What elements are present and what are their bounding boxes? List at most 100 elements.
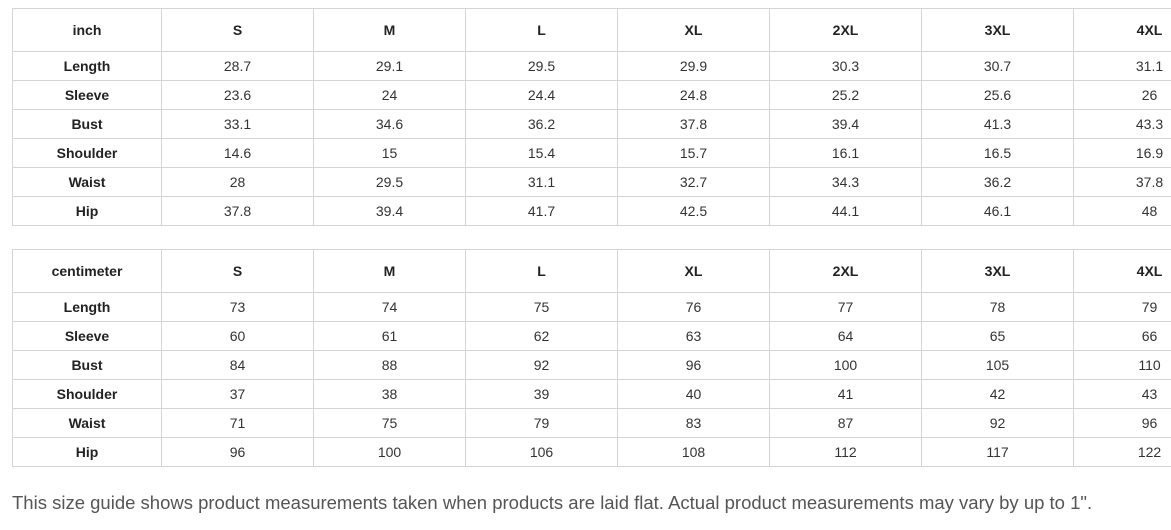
- value-cell: 14.6: [161, 138, 314, 168]
- table-row: Bust 33.1 34.6 36.2 37.8 39.4 41.3 43.3: [12, 109, 1171, 139]
- value-cell: 25.2: [769, 80, 922, 110]
- value-cell: 32.7: [617, 167, 770, 197]
- table-row: Hip 96 100 106 108 112 117 122: [12, 437, 1171, 467]
- value-cell: 112: [769, 437, 922, 467]
- size-header-cell: 3XL: [921, 249, 1074, 293]
- value-cell: 31.1: [1073, 51, 1171, 81]
- size-header-cell: 4XL: [1073, 8, 1171, 52]
- size-header-cell: L: [465, 8, 618, 52]
- size-header-cell: 3XL: [921, 8, 1074, 52]
- value-cell: 25.6: [921, 80, 1074, 110]
- value-cell: 48: [1073, 196, 1171, 226]
- value-cell: 15.7: [617, 138, 770, 168]
- value-cell: 31.1: [465, 167, 618, 197]
- value-cell: 63: [617, 321, 770, 351]
- row-label-cell: Length: [12, 51, 162, 81]
- value-cell: 37.8: [161, 196, 314, 226]
- table-row: Sleeve 60 61 62 63 64 65 66: [12, 321, 1171, 351]
- row-label-cell: Sleeve: [12, 321, 162, 351]
- table-header-row: centimeter S M L XL 2XL 3XL 4XL: [12, 249, 1171, 293]
- size-header-cell: 2XL: [769, 249, 922, 293]
- table-row: Sleeve 23.6 24 24.4 24.8 25.2 25.6 26: [12, 80, 1171, 110]
- value-cell: 28: [161, 167, 314, 197]
- size-guide-note: This size guide shows product measuremen…: [12, 492, 1093, 513]
- value-cell: 40: [617, 379, 770, 409]
- value-cell: 42.5: [617, 196, 770, 226]
- value-cell: 60: [161, 321, 314, 351]
- table-row: Shoulder 14.6 15 15.4 15.7 16.1 16.5 16.…: [12, 138, 1171, 168]
- size-header-cell: 2XL: [769, 8, 922, 52]
- value-cell: 37.8: [1073, 167, 1171, 197]
- value-cell: 73: [161, 292, 314, 322]
- value-cell: 105: [921, 350, 1074, 380]
- table-row: Waist 71 75 79 83 87 92 96: [12, 408, 1171, 438]
- table-row: Waist 28 29.5 31.1 32.7 34.3 36.2 37.8: [12, 167, 1171, 197]
- value-cell: 36.2: [465, 109, 618, 139]
- value-cell: 75: [313, 408, 466, 438]
- value-cell: 122: [1073, 437, 1171, 467]
- value-cell: 24: [313, 80, 466, 110]
- value-cell: 23.6: [161, 80, 314, 110]
- value-cell: 34.6: [313, 109, 466, 139]
- table-row: Length 28.7 29.1 29.5 29.9 30.3 30.7 31.…: [12, 51, 1171, 81]
- value-cell: 100: [769, 350, 922, 380]
- value-cell: 88: [313, 350, 466, 380]
- size-header-cell: 4XL: [1073, 249, 1171, 293]
- row-label-cell: Bust: [12, 109, 162, 139]
- table-row: Length 73 74 75 76 77 78 79: [12, 292, 1171, 322]
- value-cell: 76: [617, 292, 770, 322]
- value-cell: 29.5: [313, 167, 466, 197]
- value-cell: 79: [1073, 292, 1171, 322]
- row-label-cell: Hip: [12, 196, 162, 226]
- row-label-cell: Shoulder: [12, 138, 162, 168]
- row-label-cell: Waist: [12, 408, 162, 438]
- value-cell: 84: [161, 350, 314, 380]
- value-cell: 64: [769, 321, 922, 351]
- value-cell: 62: [465, 321, 618, 351]
- value-cell: 117: [921, 437, 1074, 467]
- size-header-cell: M: [313, 8, 466, 52]
- value-cell: 83: [617, 408, 770, 438]
- value-cell: 26: [1073, 80, 1171, 110]
- size-header-cell: XL: [617, 249, 770, 293]
- value-cell: 41.3: [921, 109, 1074, 139]
- size-header-cell: S: [161, 8, 314, 52]
- value-cell: 106: [465, 437, 618, 467]
- value-cell: 39: [465, 379, 618, 409]
- value-cell: 43.3: [1073, 109, 1171, 139]
- unit-header-cell: inch: [12, 8, 162, 52]
- value-cell: 110: [1073, 350, 1171, 380]
- value-cell: 100: [313, 437, 466, 467]
- table-row: Bust 84 88 92 96 100 105 110: [12, 350, 1171, 380]
- size-header-cell: XL: [617, 8, 770, 52]
- value-cell: 29.5: [465, 51, 618, 81]
- value-cell: 30.3: [769, 51, 922, 81]
- value-cell: 66: [1073, 321, 1171, 351]
- row-label-cell: Length: [12, 292, 162, 322]
- value-cell: 15.4: [465, 138, 618, 168]
- value-cell: 78: [921, 292, 1074, 322]
- value-cell: 41: [769, 379, 922, 409]
- value-cell: 24.8: [617, 80, 770, 110]
- row-label-cell: Hip: [12, 437, 162, 467]
- row-label-cell: Waist: [12, 167, 162, 197]
- value-cell: 33.1: [161, 109, 314, 139]
- value-cell: 96: [161, 437, 314, 467]
- value-cell: 71: [161, 408, 314, 438]
- value-cell: 108: [617, 437, 770, 467]
- value-cell: 39.4: [769, 109, 922, 139]
- value-cell: 38: [313, 379, 466, 409]
- value-cell: 16.9: [1073, 138, 1171, 168]
- row-label-cell: Sleeve: [12, 80, 162, 110]
- value-cell: 42: [921, 379, 1074, 409]
- value-cell: 41.7: [465, 196, 618, 226]
- value-cell: 92: [921, 408, 1074, 438]
- size-header-cell: L: [465, 249, 618, 293]
- value-cell: 37.8: [617, 109, 770, 139]
- row-label-cell: Shoulder: [12, 379, 162, 409]
- value-cell: 44.1: [769, 196, 922, 226]
- table-row: Shoulder 37 38 39 40 41 42 43: [12, 379, 1171, 409]
- size-header-cell: M: [313, 249, 466, 293]
- value-cell: 15: [313, 138, 466, 168]
- value-cell: 61: [313, 321, 466, 351]
